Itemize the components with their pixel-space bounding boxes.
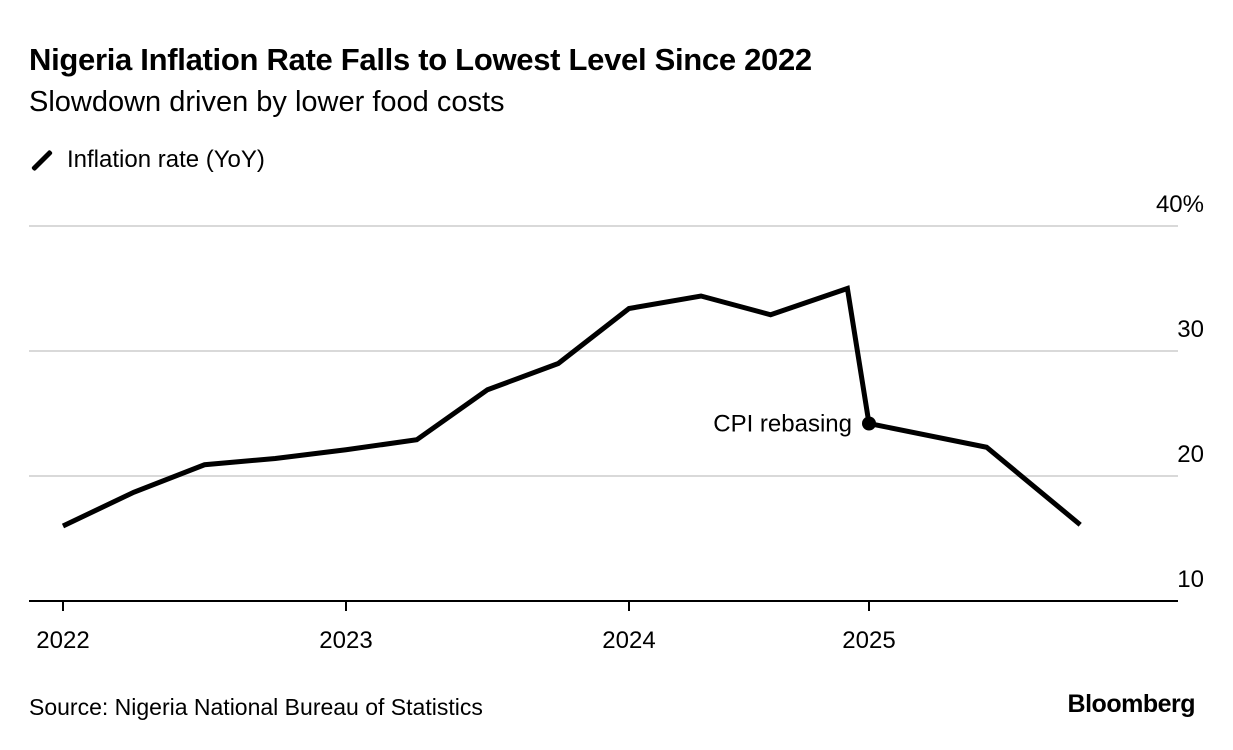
x-tick-label: 2024 — [602, 627, 655, 654]
inflation-line — [61, 285, 1082, 529]
y-tick-label: 40% — [1156, 191, 1204, 218]
legend: Inflation rate (YoY) — [29, 146, 265, 174]
annotation-dot — [862, 416, 876, 431]
annotation-label: CPI rebasing — [713, 411, 852, 438]
bloomberg-logo: Bloomberg — [1067, 690, 1196, 718]
y-tick-label: 10 — [1177, 566, 1204, 593]
chart-title: Nigeria Inflation Rate Falls to Lowest L… — [29, 42, 812, 77]
source-note: Source: Nigeria National Bureau of Stati… — [29, 694, 483, 720]
x-tick-label: 2023 — [319, 627, 372, 654]
x-tick-label: 2022 — [36, 627, 89, 654]
x-tick-label: 2025 — [842, 627, 895, 654]
chart-subtitle: Slowdown driven by lower food costs — [29, 86, 505, 118]
y-tick-label: 30 — [1177, 316, 1204, 343]
y-tick-label: 20 — [1177, 441, 1204, 468]
legend-label: Inflation rate (YoY) — [67, 146, 265, 173]
